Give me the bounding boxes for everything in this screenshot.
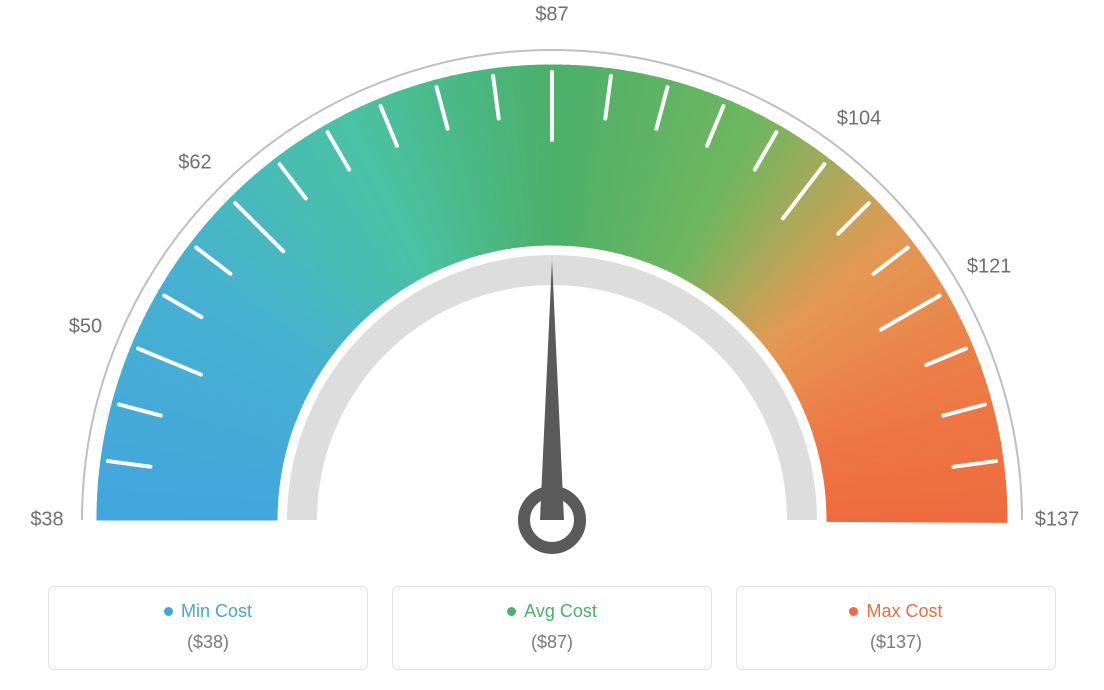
- legend-value-max: ($137): [737, 632, 1055, 653]
- gauge-tick-label: $121: [967, 256, 1012, 279]
- gauge-tick-label: $50: [69, 315, 102, 338]
- legend-card-min: Min Cost ($38): [48, 586, 368, 670]
- legend-label-max: Max Cost: [849, 601, 942, 622]
- legend-dot-max: [849, 607, 858, 616]
- gauge-tick-label: $62: [178, 151, 211, 174]
- chart-container: $38 $50 $62 $87 $104 $121 $137 Min Cost ($38) …: [0, 0, 1104, 690]
- legend-value-min: ($38): [49, 632, 367, 653]
- legend-row: Min Cost ($38) Avg Cost ($87) Max Cost (…: [0, 586, 1104, 670]
- legend-dot-min: [164, 607, 173, 616]
- legend-value-avg: ($87): [393, 632, 711, 653]
- gauge-chart: $38 $50 $62 $87 $104 $121 $137: [0, 0, 1104, 560]
- legend-text-avg: Avg Cost: [524, 601, 597, 622]
- legend-label-avg: Avg Cost: [507, 601, 597, 622]
- legend-text-max: Max Cost: [866, 601, 942, 622]
- legend-dot-avg: [507, 607, 516, 616]
- gauge-tick-label: $87: [535, 4, 568, 27]
- gauge-svg: [0, 0, 1104, 560]
- gauge-tick-label: $104: [837, 108, 882, 131]
- legend-card-max: Max Cost ($137): [736, 586, 1056, 670]
- gauge-tick-label: $137: [1035, 509, 1080, 532]
- legend-card-avg: Avg Cost ($87): [392, 586, 712, 670]
- gauge-tick-label: $38: [30, 509, 63, 532]
- legend-text-min: Min Cost: [181, 601, 252, 622]
- legend-label-min: Min Cost: [164, 601, 252, 622]
